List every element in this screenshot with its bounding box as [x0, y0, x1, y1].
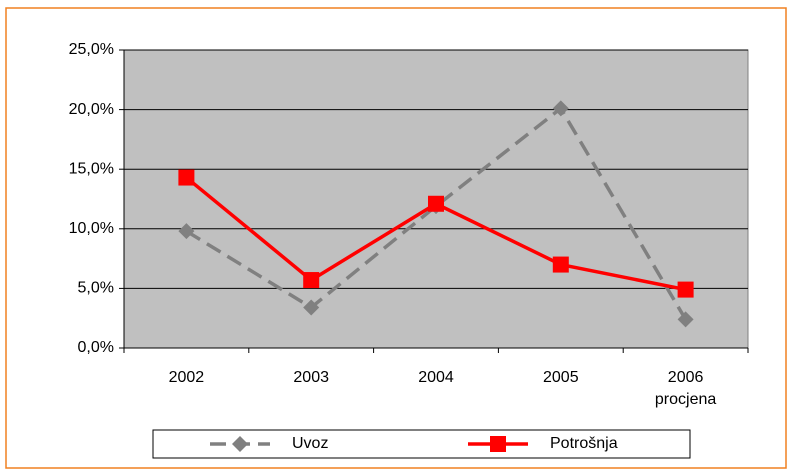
data-point [178, 169, 195, 186]
data-point [677, 311, 694, 328]
data-point [428, 195, 444, 212]
data-point [303, 272, 320, 289]
x-tick-label: 2002 [168, 369, 205, 386]
data-point [303, 299, 320, 316]
y-tick-label: 0,0% [78, 339, 114, 356]
x-tick-label: 2005 [543, 369, 579, 386]
legend-marker [490, 436, 506, 452]
y-tick-label: 15,0% [69, 160, 114, 177]
legend-label: Uvoz [292, 435, 328, 452]
data-point [552, 256, 569, 273]
x-tick-label: 2003 [293, 369, 329, 386]
data-point [178, 223, 195, 240]
data-point [677, 281, 694, 298]
x-tick-label: 2004 [418, 369, 454, 386]
series-line [185, 105, 688, 321]
y-tick-label: 10,0% [69, 220, 114, 237]
legend-marker [232, 436, 248, 452]
y-tick-label: 25,0% [69, 41, 114, 58]
y-tick-label: 5,0% [78, 280, 114, 297]
y-tick-label: 20,0% [69, 101, 114, 118]
x-tick-label: 2006 procjena [654, 369, 717, 408]
data-point [552, 100, 569, 117]
legend-label: Potrošnja [550, 435, 618, 452]
